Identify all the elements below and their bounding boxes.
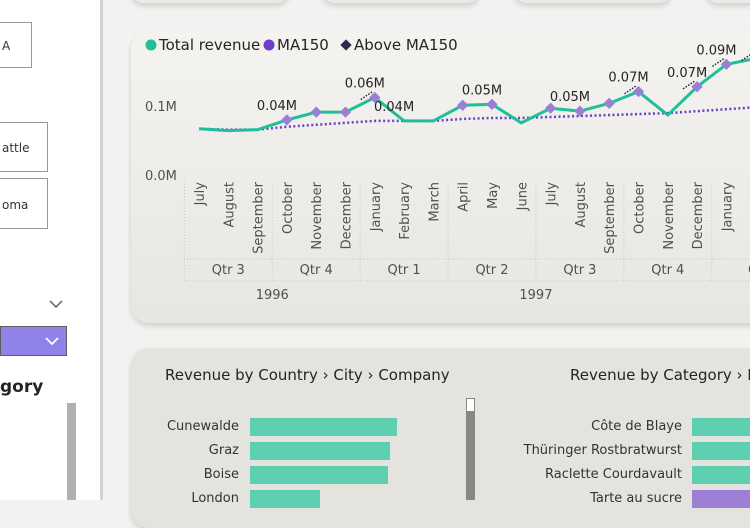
slicer-item-1-text: A: [2, 39, 10, 53]
quarter-label: Qtr 4: [300, 263, 333, 278]
line-chart[interactable]: Total revenue MA150 Above MA150 0.1M 0.0M J…: [131, 31, 750, 323]
bar[interactable]: [692, 490, 750, 508]
chevron-down-icon[interactable]: [48, 296, 64, 312]
category-heading: gory: [0, 377, 43, 397]
x-tick-label: July: [545, 182, 560, 207]
bar-category-label: Graz: [209, 443, 239, 458]
bar-category-label: Cunewalde: [167, 419, 239, 434]
card-top-3: [514, 0, 672, 3]
y-tick-label: 0.0M: [145, 169, 177, 184]
card-top-1: [131, 0, 289, 3]
quarter-label: Qtr 4: [651, 263, 684, 278]
chart-legend: Total revenue MA150 Above MA150: [146, 36, 458, 54]
circle-icon: [264, 40, 275, 51]
chevron-down-icon: [44, 335, 60, 347]
bar-chart-2-title: Revenue by Category › I: [570, 366, 750, 384]
data-label: 0.04M: [374, 100, 414, 115]
card-top-4: [705, 0, 750, 3]
slicer-item-2[interactable]: attle: [0, 122, 48, 172]
data-label: 0.09M: [696, 43, 736, 58]
data-label: 0.04M: [257, 99, 297, 114]
quarter-label: Qtr 3: [563, 263, 596, 278]
bar-category-label: Thüringer Rostbratwurst: [524, 443, 682, 458]
bar[interactable]: [250, 418, 397, 436]
x-tick-label: February: [398, 182, 413, 240]
x-tick-label: October: [281, 181, 296, 234]
above-ma-marker[interactable]: [281, 114, 292, 125]
bar[interactable]: [250, 490, 320, 508]
data-label: 0.05M: [462, 83, 502, 98]
quarter-label: Qtr 1: [388, 263, 421, 278]
x-tick-label: August: [574, 182, 589, 228]
x-tick-label: January: [369, 182, 384, 233]
above-ma-marker[interactable]: [574, 105, 585, 116]
bar-category-label: Boise: [204, 467, 239, 482]
slicer-item-3[interactable]: oma: [0, 178, 48, 229]
quarter-label: Qtr 2: [475, 263, 508, 278]
y-tick-label: 0.1M: [145, 100, 177, 115]
data-label: 0.06M: [345, 77, 385, 92]
filter-pane: A attle oma gory: [0, 0, 100, 500]
slicer-item-3-text: oma: [2, 198, 28, 212]
above-ma-marker[interactable]: [311, 106, 322, 117]
data-label: 0.07M: [667, 66, 707, 81]
bar[interactable]: [250, 466, 388, 484]
slicer-item-2-text: attle: [2, 141, 29, 155]
x-tick-label: August: [222, 182, 237, 228]
legend-label: MA150: [277, 36, 329, 54]
data-label: 0.07M: [608, 71, 648, 86]
diamond-icon: [340, 39, 351, 50]
x-axis-months: July August September October November Decemb…: [193, 181, 750, 254]
bar[interactable]: [692, 418, 750, 436]
x-tick-label: December: [691, 181, 706, 249]
bar-category-label: London: [191, 491, 239, 506]
bar[interactable]: [692, 442, 750, 460]
data-label: 0.05M: [550, 90, 590, 105]
year-label: 1997: [519, 288, 552, 303]
x-tick-label: January: [720, 182, 735, 233]
bar-category-label: Raclette Courdavault: [545, 467, 682, 482]
x-tick-label: March: [427, 182, 442, 222]
bar-category-label: Côte de Blaye: [591, 419, 682, 434]
y-axis: 0.1M 0.0M: [145, 100, 177, 184]
card-top-2: [322, 0, 480, 3]
bar[interactable]: [692, 466, 750, 484]
x-tick-label: July: [193, 182, 208, 207]
x-tick-label: October: [633, 181, 648, 234]
slicer-item-1[interactable]: A: [0, 22, 32, 68]
bar-chart-scrollbar[interactable]: [466, 398, 475, 500]
bar-chart-1-title: Revenue by Country › City › Company: [165, 366, 450, 384]
x-tick-label: November: [310, 181, 325, 249]
above-ma-marker[interactable]: [340, 106, 351, 117]
x-tick-label: September: [252, 181, 267, 254]
x-axis-years: 1996 1997: [256, 288, 553, 303]
x-tick-label: November: [662, 181, 677, 249]
bar-category-label: Tarte au sucre: [590, 491, 682, 506]
x-tick-label: December: [340, 181, 355, 249]
x-tick-label: May: [486, 182, 501, 209]
x-tick-label: June: [515, 182, 530, 211]
scrollbar-thumb[interactable]: [466, 398, 475, 412]
x-tick-label: September: [603, 181, 618, 254]
circle-icon: [146, 40, 157, 51]
scrollbar[interactable]: [67, 403, 76, 500]
legend-label: Total revenue: [158, 36, 260, 54]
above-ma-marker[interactable]: [604, 98, 615, 109]
dropdown-selected[interactable]: [0, 326, 67, 356]
quarter-label: Qtr 3: [212, 263, 245, 278]
pane-divider: [100, 0, 103, 500]
year-label: 1996: [256, 288, 289, 303]
bar[interactable]: [250, 442, 390, 460]
x-tick-label: April: [457, 182, 472, 212]
above-ma-marker[interactable]: [457, 100, 468, 111]
legend-label: Above MA150: [354, 36, 458, 54]
